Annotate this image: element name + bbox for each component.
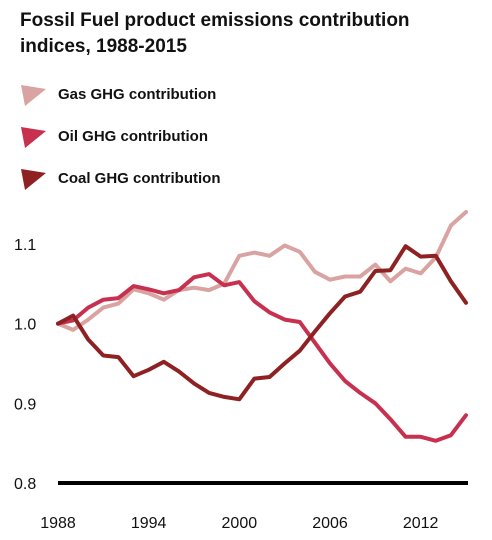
series-line-coal <box>56 244 468 402</box>
legend-marker-coal <box>21 169 46 190</box>
y-tick-label: 0.8 <box>14 476 36 493</box>
legend-label-coal: Coal GHG contribution <box>58 170 221 187</box>
x-tick-label: 1994 <box>131 515 167 532</box>
series-line-gas <box>56 210 468 332</box>
legend-label-gas: Gas GHG contribution <box>58 86 217 103</box>
y-tick-label: 0.9 <box>14 396 36 413</box>
legend-marker-oil <box>21 127 46 148</box>
series-line-oil <box>56 272 468 443</box>
x-tick-label: 2000 <box>222 515 258 532</box>
y-tick-label: 1.1 <box>14 237 36 254</box>
x-tick-label: 2012 <box>403 515 439 532</box>
x-tick-label: 1988 <box>40 515 76 532</box>
legend-label-oil: Oil GHG contribution <box>58 128 208 145</box>
y-tick-label: 1.0 <box>14 317 36 334</box>
x-tick-label: 2006 <box>312 515 348 532</box>
chart-title: Fossil Fuel product emissions contributi… <box>20 10 410 57</box>
legend-marker-gas <box>21 85 46 106</box>
